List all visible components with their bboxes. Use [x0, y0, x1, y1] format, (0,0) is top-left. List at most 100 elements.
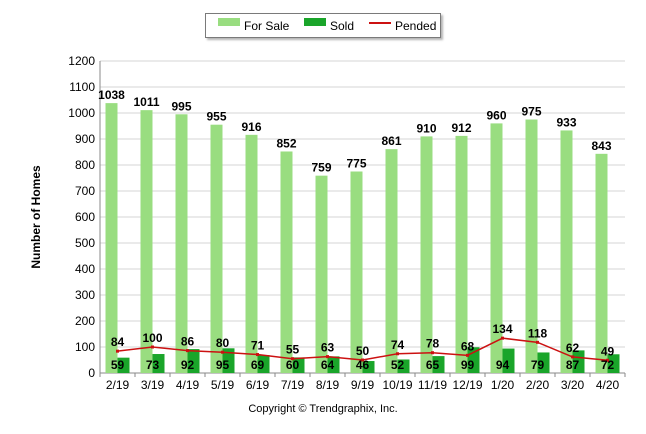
- data-label-for-sale: 852: [276, 136, 296, 150]
- data-label-pended: 50: [356, 344, 370, 358]
- legend-label-sold: Sold: [330, 19, 355, 33]
- data-label-for-sale: 1038: [98, 88, 125, 102]
- data-label-for-sale: 960: [486, 108, 506, 122]
- bar-for-sale: [105, 103, 118, 374]
- point-pended: [431, 351, 434, 355]
- point-pended: [116, 349, 119, 353]
- data-label-for-sale: 843: [591, 139, 611, 153]
- bar-for-sale: [560, 130, 573, 373]
- bar-for-sale: [595, 153, 608, 373]
- y-tick-label: 800: [75, 158, 95, 172]
- bar-sold: [607, 354, 620, 373]
- data-label-pended: 100: [142, 331, 162, 345]
- bar-sold: [187, 349, 200, 373]
- point-pended: [396, 352, 399, 356]
- x-tick-label: 5/19: [211, 378, 235, 392]
- data-label-pended: 68: [461, 339, 475, 353]
- x-tick-label: 6/19: [246, 378, 270, 392]
- y-tick-label: 200: [75, 314, 95, 328]
- y-tick-label: 600: [75, 210, 95, 224]
- data-label-for-sale: 975: [521, 105, 541, 119]
- legend-swatch-for-sale: [218, 18, 240, 26]
- bar-for-sale: [315, 175, 328, 373]
- data-label-for-sale: 916: [241, 120, 261, 134]
- y-tick-label: 700: [75, 184, 95, 198]
- point-pended: [361, 358, 364, 362]
- bar-sold: [152, 354, 165, 373]
- bar-sold: [117, 357, 130, 373]
- bar-sold: [537, 352, 550, 373]
- y-tick-label: 100: [75, 340, 95, 354]
- data-label-pended: 63: [321, 341, 335, 355]
- data-label-pended: 118: [528, 326, 548, 340]
- data-label-sold: 72: [601, 358, 615, 372]
- bar-sold: [572, 350, 585, 373]
- data-label-sold: 94: [496, 358, 510, 372]
- y-tick-label: 300: [75, 288, 95, 302]
- data-label-pended: 55: [286, 343, 300, 357]
- data-label-sold: 64: [321, 358, 335, 372]
- bar-for-sale: [210, 124, 223, 373]
- data-label-for-sale: 759: [311, 161, 331, 175]
- bar-for-sale: [175, 114, 188, 374]
- x-tick-label: 4/20: [596, 378, 620, 392]
- bar-sold: [432, 356, 445, 373]
- x-tick-label: 9/19: [351, 378, 375, 392]
- point-pended: [221, 350, 224, 354]
- bar-for-sale: [280, 151, 293, 373]
- data-label-for-sale: 933: [556, 115, 576, 129]
- point-pended: [326, 355, 329, 359]
- bar-sold: [502, 348, 515, 373]
- legend-swatch-pended: [369, 22, 391, 24]
- y-tick-label: 0: [88, 366, 95, 380]
- y-tick-label: 500: [75, 236, 95, 250]
- data-label-pended: 71: [251, 339, 265, 353]
- bar-for-sale: [455, 135, 468, 373]
- point-pended: [501, 336, 504, 340]
- x-tick-label: 2/19: [106, 378, 130, 392]
- bar-sold: [257, 355, 270, 373]
- x-tick-label: 2/20: [526, 378, 550, 392]
- x-tick-label: 10/19: [382, 378, 412, 392]
- point-pended: [536, 340, 539, 344]
- legend-label-for-sale: For Sale: [244, 19, 290, 33]
- point-pended: [571, 355, 574, 359]
- data-label-for-sale: 912: [451, 121, 471, 135]
- data-label-sold: 95: [216, 358, 230, 372]
- x-tick-label: 7/19: [281, 378, 305, 392]
- data-label-for-sale: 995: [171, 99, 191, 113]
- y-tick-label: 1200: [68, 54, 95, 68]
- bar-sold: [222, 348, 235, 373]
- point-pended: [151, 345, 154, 349]
- data-label-sold: 65: [426, 358, 440, 372]
- point-pended: [606, 358, 609, 362]
- data-label-sold: 59: [111, 358, 125, 372]
- y-axis-label: Number of Homes: [29, 165, 43, 269]
- data-label-pended: 62: [566, 341, 580, 355]
- y-tick-label: 900: [75, 132, 95, 146]
- data-label-sold: 60: [286, 358, 300, 372]
- data-label-pended: 49: [601, 344, 615, 358]
- data-label-for-sale: 1011: [133, 95, 159, 109]
- data-label-pended: 86: [181, 335, 195, 349]
- x-tick-label: 11/19: [418, 378, 447, 392]
- bar-sold: [292, 357, 305, 373]
- bar-for-sale: [245, 134, 258, 373]
- data-label-for-sale: 861: [381, 134, 401, 148]
- data-label-sold: 73: [146, 358, 160, 372]
- x-tick-label: 3/20: [561, 378, 585, 392]
- data-label-sold: 69: [251, 358, 265, 372]
- copyright-text: Copyright © Trendgraphix, Inc.: [248, 403, 398, 415]
- data-label-pended: 78: [426, 337, 440, 351]
- data-label-sold: 46: [356, 358, 370, 372]
- legend: For Sale Sold Pended: [205, 13, 441, 38]
- data-label-sold: 92: [181, 358, 195, 372]
- point-pended: [291, 357, 294, 361]
- point-pended: [466, 353, 469, 357]
- x-tick-label: 3/19: [141, 378, 165, 392]
- data-label-pended: 74: [391, 338, 405, 352]
- data-label-pended: 134: [492, 322, 512, 336]
- y-tick-label: 1000: [68, 106, 95, 120]
- data-label-sold: 52: [391, 358, 405, 372]
- x-tick-label: 8/19: [316, 378, 340, 392]
